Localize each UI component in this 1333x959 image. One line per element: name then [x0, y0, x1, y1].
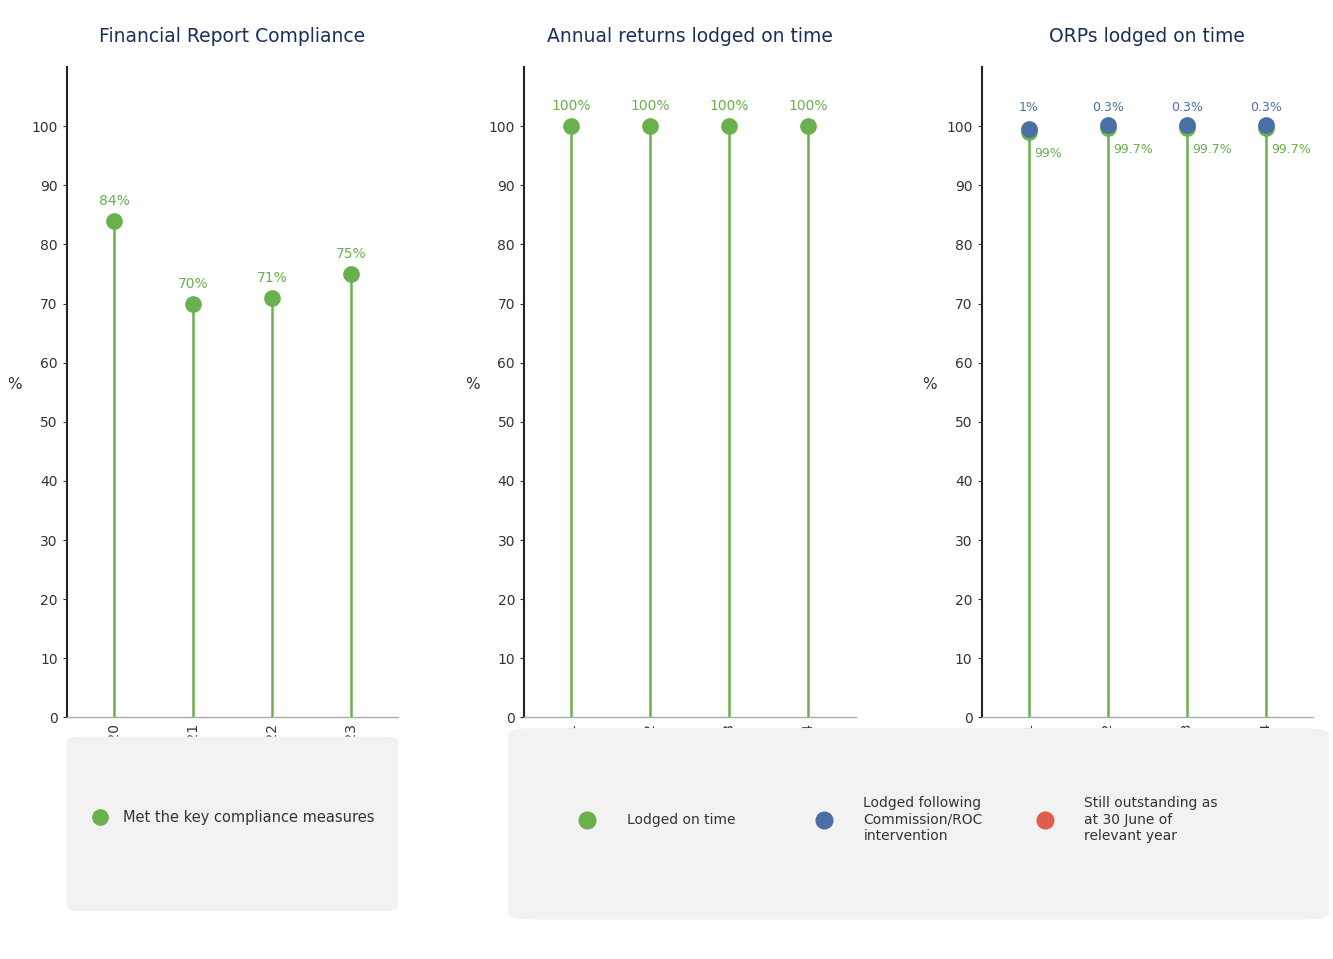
- Text: 99%: 99%: [1034, 147, 1062, 160]
- Text: 100%: 100%: [788, 99, 828, 113]
- Text: 84%: 84%: [99, 194, 129, 208]
- Text: 1%: 1%: [1018, 102, 1038, 114]
- Text: 0.3%: 0.3%: [1250, 102, 1281, 114]
- Text: 0.3%: 0.3%: [1092, 102, 1124, 114]
- FancyBboxPatch shape: [67, 737, 399, 911]
- Title: ORPs lodged on time: ORPs lodged on time: [1049, 27, 1245, 46]
- X-axis label: Year: Year: [670, 766, 709, 782]
- Title: Financial Report Compliance: Financial Report Compliance: [100, 27, 365, 46]
- Text: Lodged on time: Lodged on time: [627, 812, 734, 827]
- Text: Still outstanding as
at 30 June of
relevant year: Still outstanding as at 30 June of relev…: [1084, 796, 1218, 843]
- X-axis label: Year: Year: [213, 766, 252, 782]
- Text: 100%: 100%: [631, 99, 670, 113]
- Text: 99.7%: 99.7%: [1113, 143, 1153, 155]
- Y-axis label: %: %: [922, 377, 937, 392]
- Text: 71%: 71%: [256, 270, 287, 285]
- X-axis label: Year: Year: [1128, 789, 1166, 804]
- Text: Lodged following
Commission/ROC
intervention: Lodged following Commission/ROC interven…: [864, 796, 982, 843]
- Text: 100%: 100%: [709, 99, 749, 113]
- Text: 70%: 70%: [177, 276, 208, 291]
- Y-axis label: %: %: [7, 377, 21, 392]
- Title: Annual returns lodged on time: Annual returns lodged on time: [547, 27, 833, 46]
- Text: 75%: 75%: [336, 247, 367, 261]
- Text: 99.7%: 99.7%: [1192, 143, 1232, 155]
- FancyBboxPatch shape: [508, 728, 1329, 920]
- Text: Met the key compliance measures: Met the key compliance measures: [123, 810, 375, 825]
- Text: 0.3%: 0.3%: [1170, 102, 1202, 114]
- Text: 99.7%: 99.7%: [1272, 143, 1310, 155]
- Y-axis label: %: %: [465, 377, 480, 392]
- Text: 100%: 100%: [552, 99, 592, 113]
